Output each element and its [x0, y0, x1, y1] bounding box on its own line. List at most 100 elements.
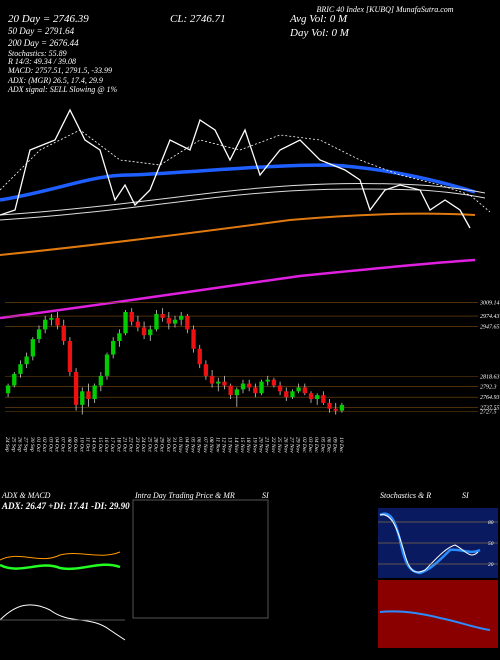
x-tick-label: 01 Nov [177, 437, 183, 453]
candle-body [247, 383, 252, 388]
x-tick-label: 11 Oct [84, 437, 90, 452]
candle-body [73, 371, 79, 405]
x-tick-label: 10 Oct [78, 437, 84, 452]
candle-body [216, 381, 221, 384]
y-tick-label: 2974.43 [480, 313, 500, 320]
x-tick-label: 04 Nov [183, 437, 190, 453]
candle-body [172, 319, 178, 324]
candle-body [209, 375, 215, 384]
candle-body [12, 373, 17, 386]
candle-body [80, 391, 85, 405]
x-tick-label: 25 Oct [146, 437, 152, 452]
candle-body [30, 339, 35, 357]
candle-body [240, 383, 246, 390]
x-tick-label: 30 Sep [29, 436, 35, 452]
candle-body [123, 311, 128, 334]
candle-body [61, 325, 66, 342]
candle-body [222, 381, 227, 386]
x-tick-label: 21 Nov [264, 437, 270, 453]
x-tick-label: 11 Nov [214, 437, 220, 453]
annotation: R 14/3: 49.34 / 39.08 [7, 57, 76, 66]
chart-title: BRIC 40 Index [KUBQ] MunafaSutra.com [316, 5, 453, 14]
candle-body [104, 354, 110, 376]
candle-body [141, 327, 147, 336]
y-tick-label: 80 [488, 520, 494, 526]
candle-body [160, 313, 165, 318]
x-tick-label: 05 Nov [190, 437, 196, 453]
x-tick-label: 16 Oct [103, 437, 109, 452]
panel-text: SI [262, 491, 269, 500]
candle-body [92, 385, 97, 400]
annotation: CL: 2746.71 [170, 13, 226, 25]
candle-body [129, 311, 134, 322]
x-tick-label: 15 Oct [97, 437, 103, 452]
x-tick-label: 20 Nov [258, 437, 264, 453]
moving-averages [0, 108, 491, 320]
x-tick-label: 04 Oct [54, 437, 61, 452]
annotation: ADX: (MGR) 26.5, 17.4, 29.9 [7, 76, 103, 85]
x-tick-label: 13 Nov [227, 437, 233, 453]
x-tick-label: 03 Dec [307, 437, 313, 453]
candle-body [185, 315, 190, 330]
x-tick-label: 05 Dec [319, 437, 325, 453]
annotation: 50 Day = 2791.64 [8, 26, 75, 36]
panel-frames [0, 499, 498, 648]
candle-body [253, 387, 258, 394]
x-tick-label: 15 Nov [239, 437, 245, 453]
candle-body [302, 387, 307, 394]
x-tick-label: 07 Nov [202, 437, 208, 453]
y-tick-label: 2764.93 [480, 394, 500, 401]
panel-title: Intra Day Trading Price & MR [134, 491, 235, 500]
panel-text: SI [462, 491, 469, 500]
candle-body [203, 364, 209, 376]
y-tick-label: 2792.3 [480, 385, 497, 391]
candle-body [5, 385, 11, 394]
x-tick-label: 24 Sep [4, 437, 11, 452]
x-tick-label: 06 Nov [196, 437, 202, 453]
candle-body [271, 379, 277, 386]
x-tick-label: 07 Oct [60, 437, 66, 452]
x-tick-label: 27 Nov [288, 437, 294, 453]
x-tick-label: 29 Nov [295, 437, 301, 453]
x-tick-label: 01 Oct [35, 437, 41, 452]
y-tick-label: 2818.63 [480, 374, 500, 380]
x-tick-label: 30 Oct [165, 436, 171, 452]
x-tick-label: 14 Nov [233, 437, 240, 453]
candle-body [228, 385, 233, 396]
candle-body [148, 329, 153, 336]
x-tick-label: 18 Oct [115, 437, 121, 452]
x-tick-label: 09 Oct [72, 437, 78, 452]
annotation: Avg Vol: 0 M [289, 13, 348, 25]
candle-body [259, 381, 264, 394]
x-tick-label: 17 Oct [109, 437, 115, 452]
x-tick-label: 26 Nov [282, 437, 288, 453]
y-tick-label: 50 [488, 541, 494, 547]
y-tick-label: 20 [488, 562, 494, 568]
candle-body [111, 341, 116, 355]
candle-body [234, 389, 239, 396]
candle-body [154, 313, 159, 330]
candle-body [36, 329, 42, 340]
candle-body [55, 317, 60, 326]
candle-body [290, 391, 295, 398]
x-tick-label: 21 Oct [122, 437, 128, 452]
candle-body [197, 348, 202, 365]
x-tick-label: 29 Oct [159, 437, 165, 452]
x-tick-label: 24 Oct [140, 437, 147, 452]
y-tick-label: 2947.65 [480, 323, 500, 330]
x-tick-label: 02 Oct [41, 437, 47, 452]
candle-body [321, 395, 326, 403]
x-tick-label: 25 Nov [276, 437, 282, 453]
x-tick-label: 08 Oct [66, 437, 72, 452]
candle-body [24, 356, 29, 365]
x-tick-label: 18 Nov [245, 437, 251, 453]
x-tick-label: 09 Dec [332, 437, 338, 453]
candle-body [265, 379, 270, 382]
candle-body [179, 315, 184, 320]
candle-body [43, 319, 48, 330]
candle-body [135, 321, 141, 328]
y-tick-label: 3009.14 [479, 300, 500, 307]
candle-body [277, 385, 283, 392]
x-tick-label: 06 Dec [326, 437, 332, 453]
x-tick-label: 26 Sep [16, 437, 22, 452]
